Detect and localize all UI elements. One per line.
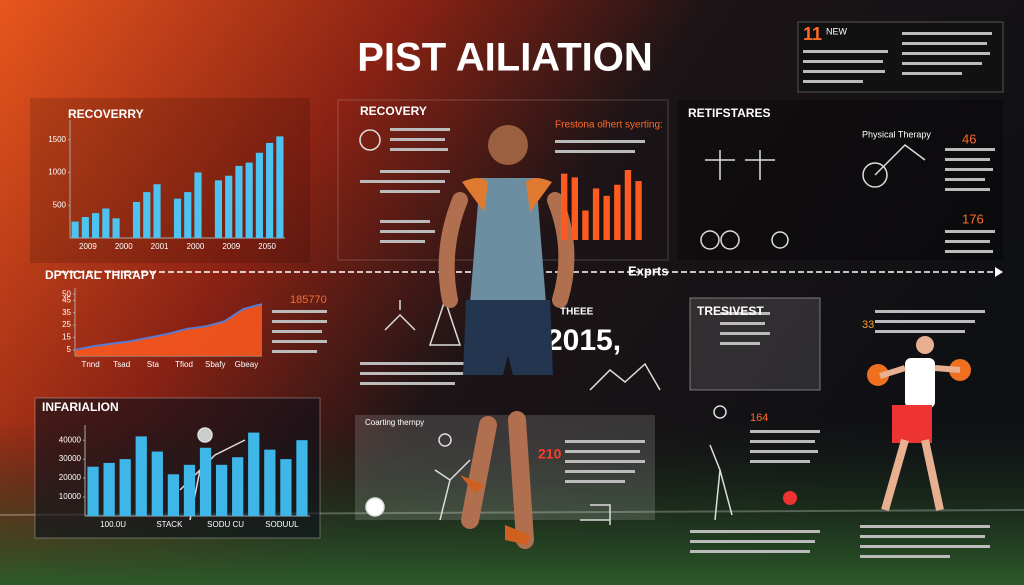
bar	[184, 192, 192, 238]
bar	[624, 170, 632, 240]
x-tick-label: SODUUL	[265, 520, 299, 529]
text-lines	[272, 32, 995, 558]
x-tick-label: Tnnd	[81, 360, 99, 369]
panel-title: TRESIVEST	[697, 304, 764, 318]
axis-label: Exprts	[628, 263, 668, 278]
bar	[135, 436, 147, 516]
chart-note: 185770	[290, 294, 327, 306]
panel-subtitle: Physical Therapy	[862, 129, 931, 139]
bar	[614, 184, 621, 240]
x-tick-label: 100.0U	[100, 520, 126, 529]
bar	[582, 210, 589, 240]
x-tick-label: 2000	[187, 242, 205, 251]
y-tick-label: 35	[62, 308, 71, 317]
panel-title: RECOVERY	[360, 104, 427, 118]
x-tick-label: Sta	[147, 360, 160, 369]
bar	[215, 464, 228, 516]
year: 2015,	[546, 324, 621, 357]
x-tick-label: Sbafy	[205, 360, 225, 369]
runner	[438, 125, 575, 549]
y-tick-label: 25	[62, 320, 71, 329]
bar	[119, 459, 131, 516]
bar	[81, 217, 89, 238]
y-tick-label: 40000	[59, 435, 82, 444]
y-tick-label: 20000	[59, 473, 82, 482]
bar	[167, 474, 180, 516]
bar	[132, 201, 141, 238]
arrow-head	[995, 267, 1003, 277]
bar	[173, 198, 182, 238]
panel-title: RETIFSTARES	[688, 106, 770, 120]
stat: 164	[750, 412, 768, 424]
stat: 176	[962, 211, 984, 226]
chart-title: INFARIALION	[42, 400, 119, 414]
stat: 33	[862, 319, 874, 331]
bar	[264, 449, 276, 516]
note-number: 11	[803, 24, 822, 44]
y-tick-label: 50	[62, 289, 71, 298]
y-tick-label: 10000	[59, 492, 82, 501]
bar	[194, 172, 202, 238]
bar	[71, 221, 79, 238]
bar	[592, 188, 600, 240]
bar	[235, 165, 243, 238]
bar	[571, 177, 578, 240]
bar	[151, 451, 163, 516]
y-tick-label: 500	[53, 200, 67, 209]
y-tick-label: 1000	[48, 168, 66, 177]
x-tick-label: SODU CU	[207, 520, 244, 529]
caption: Coarting thernpy	[365, 418, 424, 427]
bar	[266, 142, 274, 238]
x-tick-label: Tsad	[113, 360, 130, 369]
bar	[153, 184, 161, 238]
y-tick-label: 45	[62, 295, 71, 304]
bar	[232, 457, 244, 516]
trainer	[867, 336, 971, 512]
chart-title: RECOVERRY	[68, 107, 144, 121]
x-tick-label: 2001	[151, 242, 169, 251]
line	[74, 303, 263, 351]
x-tick-label: 2050	[258, 242, 276, 251]
year-label: THEEE	[560, 307, 594, 318]
x-tick-label: Tfiod	[175, 360, 193, 369]
bar	[183, 464, 196, 516]
bar	[603, 195, 610, 240]
bar	[87, 466, 99, 516]
x-tick-label: 2000	[115, 242, 133, 251]
bar	[225, 175, 233, 238]
x-tick-label: 2009	[79, 242, 97, 251]
panel	[34, 397, 321, 539]
note-tag: NEW	[826, 26, 848, 36]
bar	[255, 152, 263, 238]
bar	[199, 447, 212, 516]
bar	[280, 459, 292, 516]
panel	[355, 415, 655, 520]
x-tick-label: Gbeay	[235, 360, 259, 369]
x-tick-label: 2009	[222, 242, 240, 251]
bar	[103, 462, 115, 516]
chart-title: DPYICIAL THIRAPY	[45, 268, 157, 282]
bar	[561, 173, 568, 240]
x-tick-label: STACK	[156, 520, 183, 529]
y-tick-label: 30000	[59, 454, 82, 463]
bar	[214, 180, 223, 238]
y-tick-label: 5	[67, 345, 72, 354]
bar	[245, 162, 253, 238]
y-tick-label: 1500	[48, 135, 66, 144]
bar	[112, 218, 120, 238]
stat: 46	[962, 131, 976, 146]
panel-subtitle: Frestona olhert syerting:	[555, 120, 663, 131]
bar	[92, 213, 100, 238]
bar	[143, 192, 151, 238]
small-number: 210	[538, 446, 562, 462]
title: PIST AILIATION	[357, 36, 653, 80]
bar	[248, 432, 260, 516]
bar	[102, 208, 110, 238]
bar	[296, 440, 308, 516]
bar	[276, 136, 284, 238]
bar	[635, 181, 642, 240]
y-tick-label: 15	[62, 333, 71, 342]
